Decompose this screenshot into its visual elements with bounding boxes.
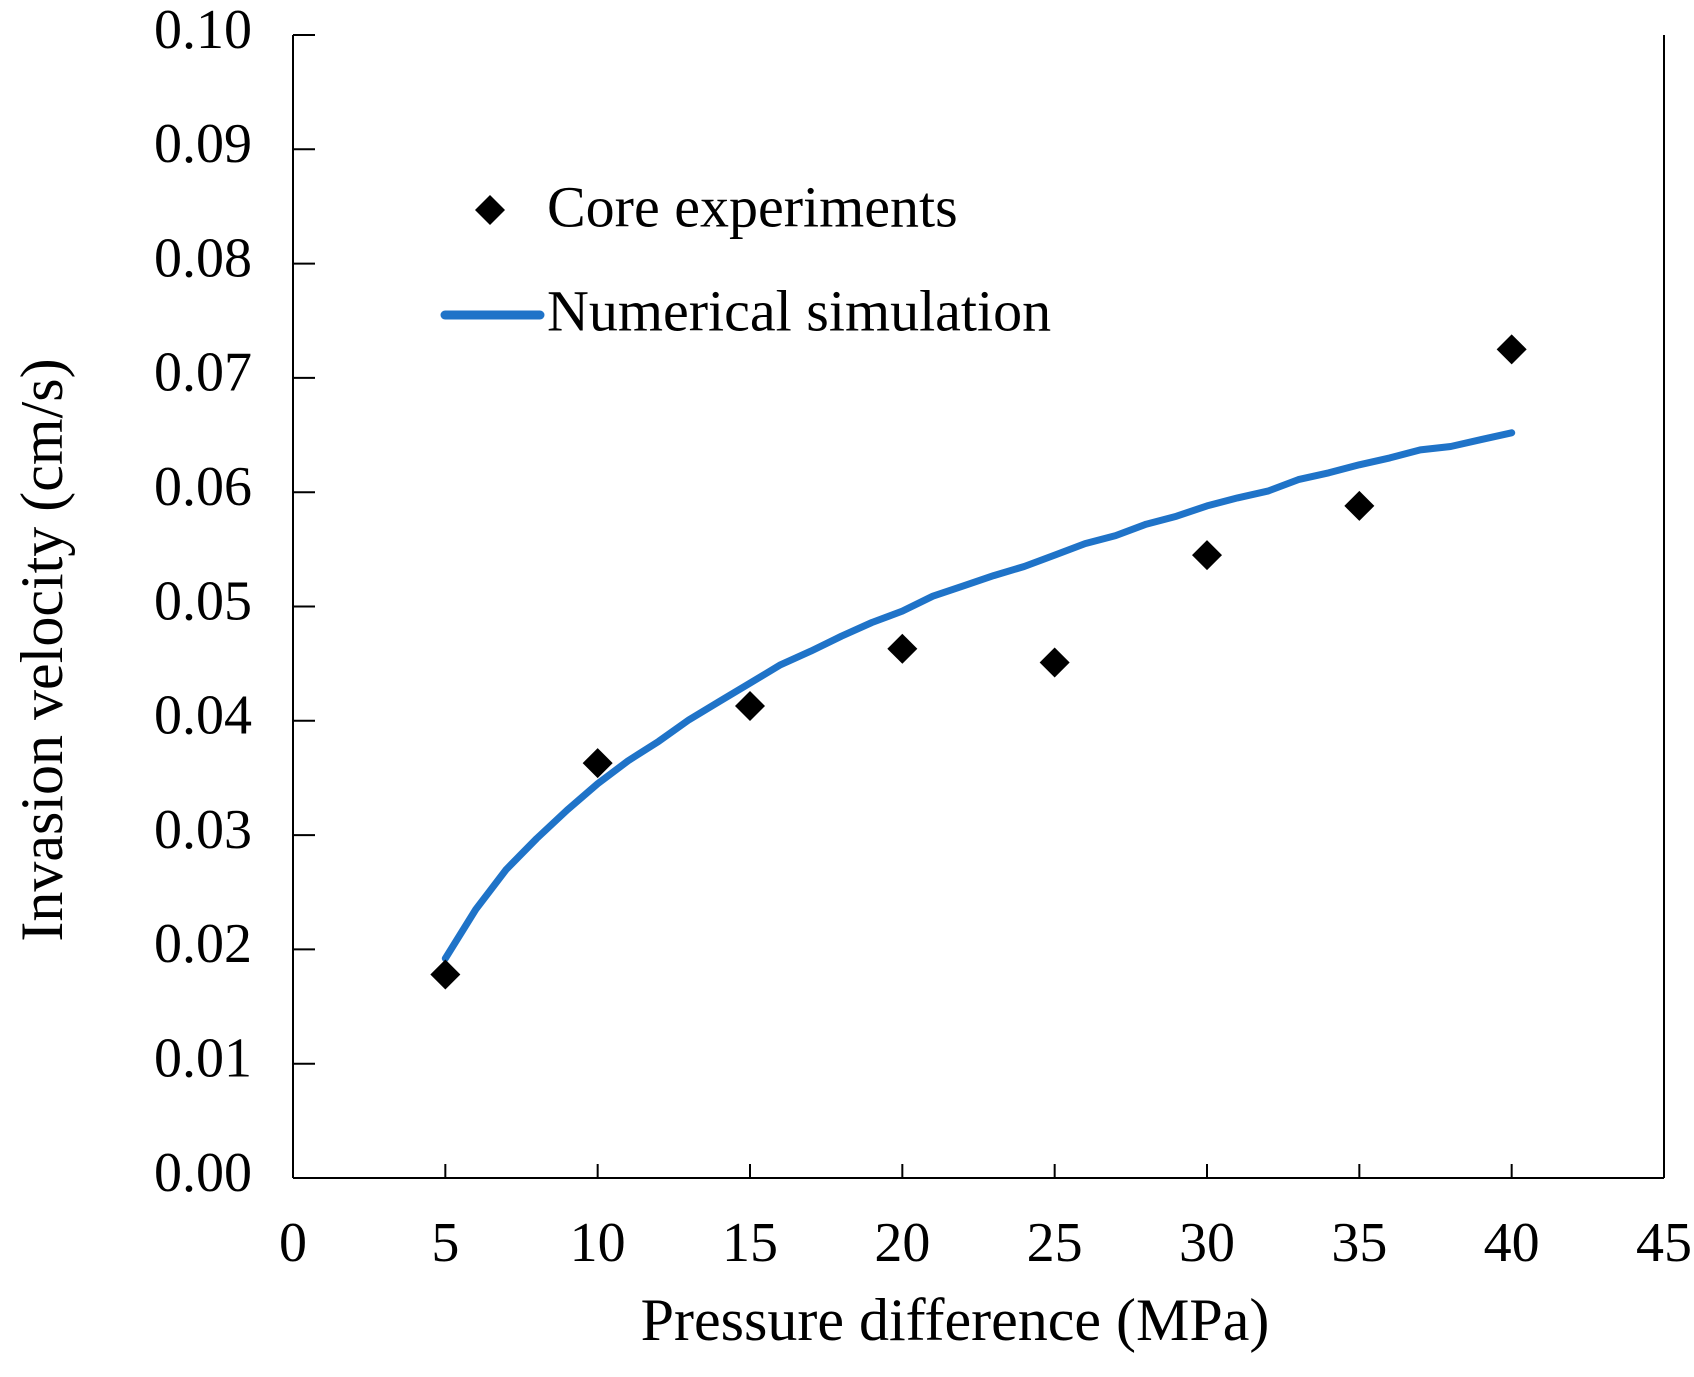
- series-layer: [430, 334, 1527, 990]
- y-tick-label: 0.07: [154, 342, 252, 404]
- x-axis-title: Pressure difference (MPa): [641, 1287, 1270, 1353]
- legend-label-numerical-simulation: Numerical simulation: [547, 278, 1051, 343]
- x-tick-label: 30: [1179, 1212, 1235, 1274]
- legend: Core experiments Numerical simulation: [440, 174, 1051, 343]
- y-tick-label: 0.01: [154, 1028, 252, 1090]
- legend-marker-core-experiments: [475, 195, 505, 225]
- y-tick-label: 0.10: [154, 0, 252, 61]
- data-point-core-experiments: [1344, 490, 1375, 521]
- x-tick-label: 10: [570, 1212, 626, 1274]
- x-tick-label: 0: [279, 1212, 307, 1274]
- y-tick-label: 0.09: [154, 113, 252, 175]
- y-tick-label: 0.00: [154, 1142, 252, 1204]
- data-point-core-experiments: [887, 633, 918, 664]
- y-tick-label: 0.05: [154, 570, 252, 632]
- y-tick-label: 0.08: [154, 227, 252, 289]
- data-point-core-experiments: [1496, 334, 1527, 365]
- data-point-core-experiments: [735, 690, 765, 721]
- data-point-core-experiments: [1039, 647, 1070, 678]
- x-tick-label: 40: [1484, 1212, 1540, 1274]
- series-line-numerical-simulation: [441, 429, 1516, 962]
- y-tick-label: 0.04: [154, 685, 252, 747]
- x-tick-label: 35: [1331, 1212, 1387, 1274]
- y-tick-label: 0.06: [154, 456, 252, 518]
- x-tick-label: 45: [1636, 1212, 1692, 1274]
- x-tick-label: 5: [431, 1212, 459, 1274]
- y-tick-label: 0.03: [154, 799, 252, 861]
- x-tick-label: 20: [874, 1212, 930, 1274]
- x-tick-label: 25: [1027, 1212, 1083, 1274]
- x-axis-ticks: 0 5 10 15 20 25 30 35 40 45: [279, 1164, 1692, 1274]
- legend-label-core-experiments: Core experiments: [547, 174, 958, 239]
- data-point-core-experiments: [582, 748, 613, 779]
- data-point-core-experiments: [1192, 540, 1222, 571]
- x-tick-label: 15: [722, 1212, 778, 1274]
- data-point-core-experiments: [430, 959, 461, 990]
- y-axis-ticks: 0.00 0.01 0.02 0.03 0.04 0.05 0.06 0.07 0.08 0.09…: [154, 0, 315, 1204]
- y-tick-label: 0.02: [154, 913, 252, 975]
- y-axis-title: Invasion velocity (cm/s): [9, 358, 75, 941]
